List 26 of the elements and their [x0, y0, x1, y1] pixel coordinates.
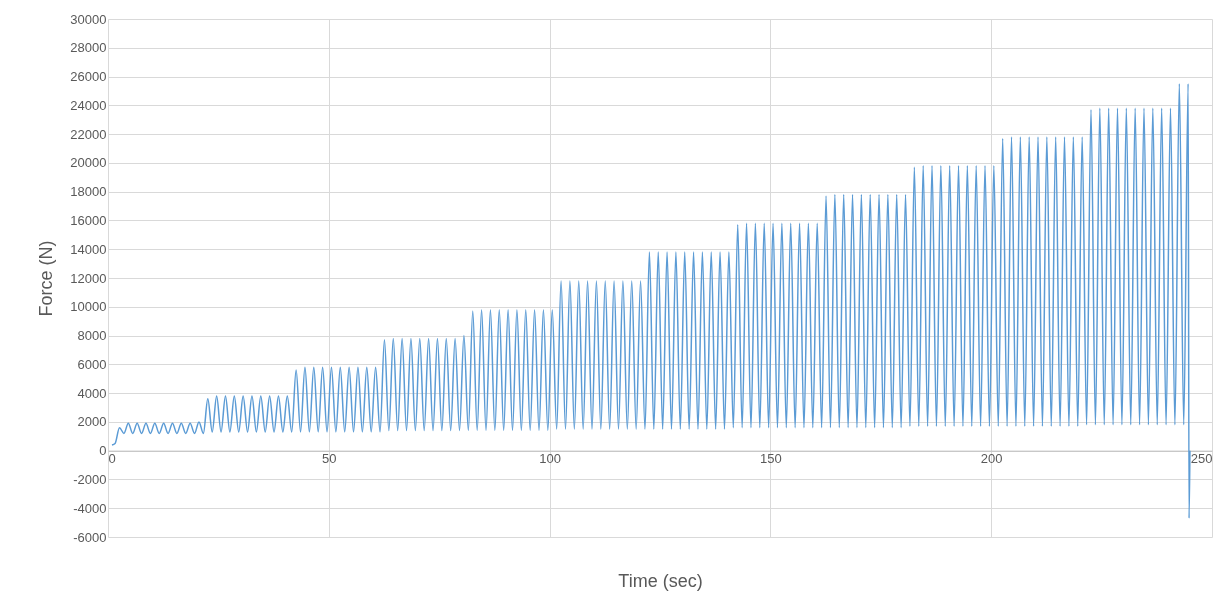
y-tick-label: 26000	[70, 69, 107, 85]
y-tick-label: 22000	[70, 126, 107, 142]
x-tick-label: 50	[322, 451, 337, 467]
y-tick-label: 10000	[70, 299, 107, 315]
x-tick-label: 250	[1190, 451, 1213, 467]
x-tick-label: 150	[760, 451, 782, 467]
y-tick-label: -6000	[73, 529, 107, 545]
y-tick-label: 28000	[70, 40, 107, 56]
y-tick-label: 2000	[77, 414, 107, 430]
y-tick-label: 16000	[70, 212, 107, 228]
y-tick-label: 20000	[70, 155, 107, 171]
y-tick-label: -4000	[73, 500, 107, 516]
y-tick-label: 6000	[77, 356, 107, 372]
y-tick-label: 18000	[70, 184, 107, 200]
y-tick-label: 12000	[70, 270, 107, 286]
x-tick-label: 100	[539, 451, 561, 467]
y-axis-title: Force (N)	[36, 240, 57, 317]
y-tick-label: -2000	[73, 471, 107, 487]
y-tick-label: 30000	[70, 11, 107, 27]
y-tick-label: 14000	[70, 241, 107, 257]
x-tick-label: 200	[980, 451, 1003, 467]
x-axis-title: Time (sec)	[618, 570, 703, 591]
y-tick-label: 4000	[77, 385, 107, 401]
y-tick-label: 24000	[70, 97, 107, 113]
line-series	[111, 83, 1191, 520]
y-tick-label: 8000	[77, 328, 107, 344]
